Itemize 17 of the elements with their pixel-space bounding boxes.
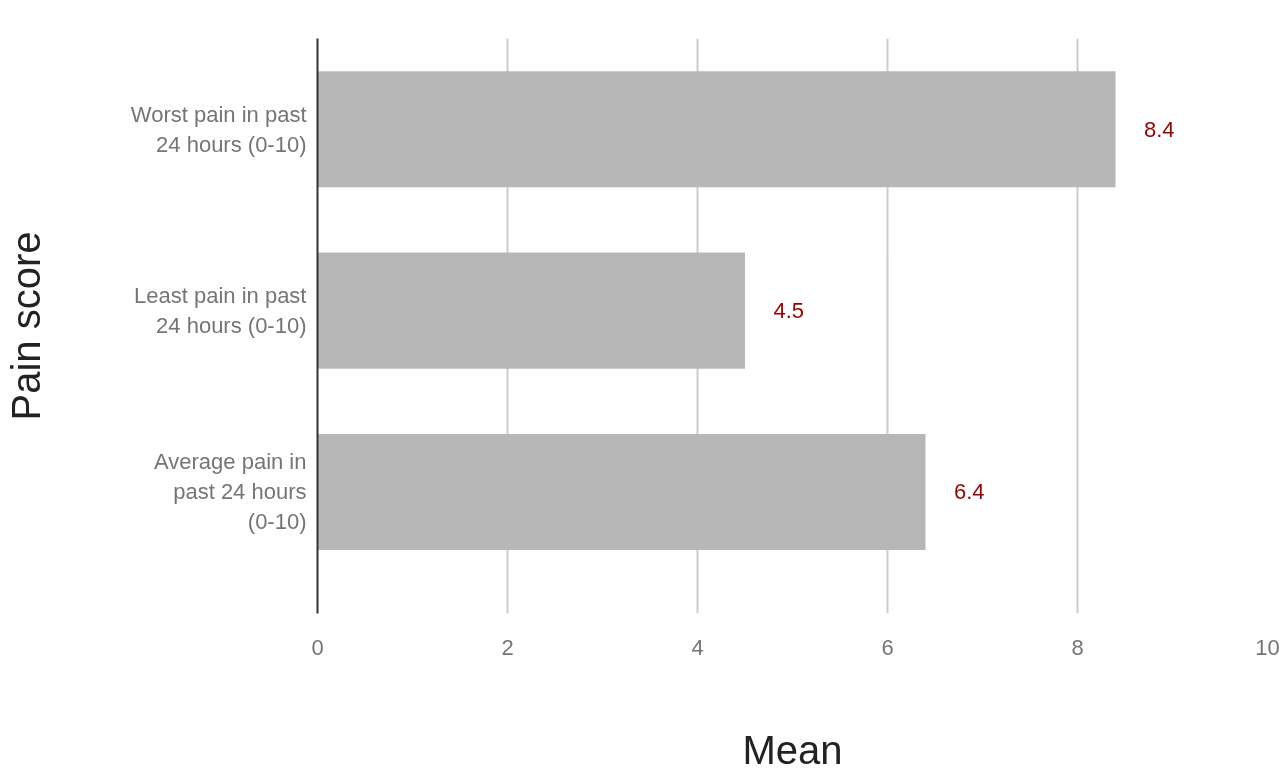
y-tick-label: Average pain in past 24 hours (0-10): [154, 449, 307, 535]
bar: [317, 71, 1116, 188]
x-tick-label: 10: [1255, 634, 1280, 660]
bar: [317, 433, 926, 551]
bar: [317, 252, 745, 369]
x-tick-label: 8: [1071, 634, 1084, 660]
data-label: 6.4: [954, 479, 985, 505]
x-tick-label: 4: [691, 634, 704, 660]
x-axis-title: Mean: [742, 727, 843, 772]
y-axis-title: Pain score: [3, 231, 48, 421]
x-tick-label: 6: [881, 634, 894, 660]
y-tick-label: Worst pain in past 24 hours (0-10): [130, 101, 307, 157]
data-label: 4.5: [773, 298, 805, 324]
x-tick-label: 2: [501, 634, 514, 660]
y-tick-label: Least pain in past 24 hours (0-10): [134, 283, 307, 339]
data-label: 8.4: [1144, 116, 1175, 142]
x-tick-label: 0: [311, 634, 324, 660]
